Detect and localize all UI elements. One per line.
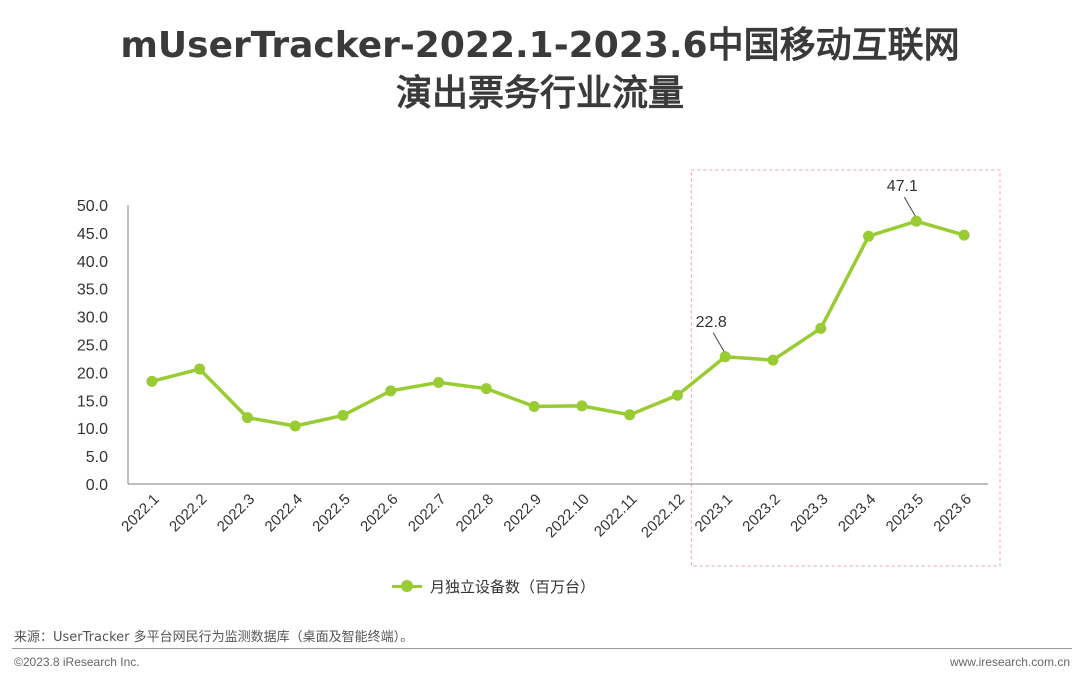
legend: 月独立设备数（百万台） bbox=[392, 574, 595, 598]
data-point bbox=[719, 351, 731, 363]
data-point bbox=[624, 409, 636, 421]
data-point bbox=[241, 412, 253, 424]
x-tick-label: 2022.7 bbox=[405, 491, 449, 535]
y-tick-label: 45.0 bbox=[77, 226, 108, 243]
y-tick-label: 25.0 bbox=[77, 338, 108, 355]
data-point bbox=[863, 230, 875, 242]
source-note: 来源：UserTracker 多平台网民行为监测数据库（桌面及智能终端）。 bbox=[14, 630, 414, 645]
legend-series-label: 月独立设备数（百万台） bbox=[430, 577, 596, 596]
y-tick-label: 40.0 bbox=[77, 254, 108, 271]
data-point bbox=[958, 229, 970, 241]
x-tick-label: 2022.12 bbox=[638, 491, 688, 541]
x-tick-label: 2022.8 bbox=[453, 491, 497, 535]
data-point bbox=[910, 215, 922, 227]
y-tick-label: 50.0 bbox=[77, 198, 108, 215]
legend-series-marker bbox=[392, 579, 422, 593]
x-tick-label: 2023.3 bbox=[787, 491, 831, 535]
x-tick-label: 2022.10 bbox=[542, 491, 592, 541]
y-tick-label: 0.0 bbox=[86, 477, 108, 494]
y-tick-label: 10.0 bbox=[77, 421, 108, 438]
y-tick-label: 20.0 bbox=[77, 365, 108, 382]
data-point bbox=[433, 376, 445, 388]
data-point bbox=[146, 375, 158, 387]
data-label-leader bbox=[903, 196, 916, 217]
data-label: 22.8 bbox=[696, 314, 727, 331]
x-tick-label: 2023.1 bbox=[692, 491, 736, 535]
x-tick-label: 2022.2 bbox=[166, 491, 210, 535]
data-label: 47.1 bbox=[887, 178, 918, 195]
x-tick-label: 2022.6 bbox=[357, 491, 401, 535]
data-point bbox=[480, 383, 492, 395]
data-point bbox=[385, 385, 397, 397]
x-tick-label: 2023.2 bbox=[739, 491, 783, 535]
footer-divider bbox=[12, 648, 1072, 649]
y-tick-label: 35.0 bbox=[77, 282, 108, 299]
x-tick-label: 2022.5 bbox=[309, 491, 353, 535]
data-point bbox=[767, 354, 779, 366]
x-tick-label: 2022.9 bbox=[500, 491, 544, 535]
chart-title-line-2: 演出票务行业流量 bbox=[395, 73, 684, 114]
y-tick-label: 30.0 bbox=[77, 310, 108, 327]
data-point bbox=[528, 400, 540, 412]
data-point bbox=[194, 363, 206, 375]
chart-title: mUserTracker-2022.1-2023.6中国移动互联网 演出票务行业… bbox=[0, 22, 1080, 118]
data-point bbox=[289, 420, 301, 432]
copyright-text: ©2023.8 iResearch Inc. bbox=[14, 655, 140, 669]
x-tick-label: 2023.4 bbox=[835, 491, 879, 535]
chart-title-line-1: mUserTracker-2022.1-2023.6中国移动互联网 bbox=[120, 25, 960, 66]
x-tick-label: 2022.4 bbox=[262, 491, 306, 535]
x-tick-label: 2023.6 bbox=[930, 491, 974, 535]
x-tick-label: 2022.1 bbox=[118, 491, 162, 535]
data-point bbox=[337, 409, 349, 421]
website-text: www.iresearch.com.cn bbox=[949, 655, 1070, 669]
y-tick-label: 5.0 bbox=[86, 449, 108, 466]
x-tick-label: 2022.11 bbox=[591, 491, 641, 541]
data-label-leader bbox=[712, 332, 725, 353]
data-point bbox=[671, 389, 683, 401]
data-point bbox=[576, 400, 588, 412]
x-tick-label: 2023.5 bbox=[883, 491, 927, 535]
x-tick-label: 2022.3 bbox=[214, 491, 258, 535]
highlight-box bbox=[690, 169, 1001, 567]
series-line bbox=[150, 219, 966, 428]
data-point bbox=[815, 322, 827, 334]
y-tick-label: 15.0 bbox=[77, 393, 108, 410]
